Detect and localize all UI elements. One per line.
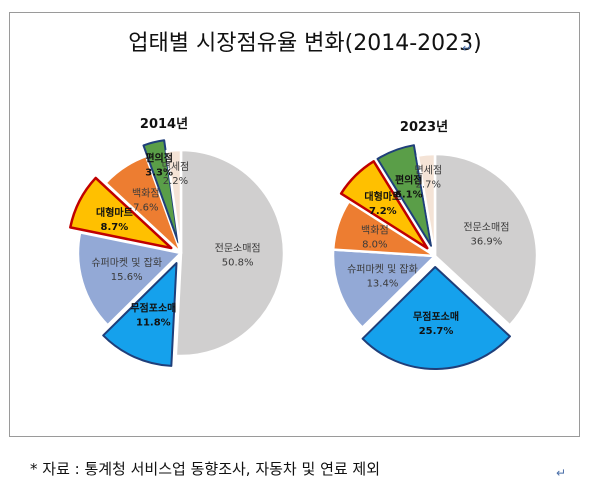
pie-slice-전문소매점 — [174, 148, 286, 358]
slice-label-전문소매점: 전문소매점 — [463, 222, 509, 234]
slice-label-슈퍼마켓-및-잡화: 슈퍼마켓 및 잡화 — [91, 257, 162, 269]
slice-label-편의점: 편의점 — [145, 151, 173, 164]
source-paragraph-mark: ↵ — [556, 466, 567, 480]
source-note: * 자료 : 통계청 서비스업 동향조사, 자동차 및 연료 제외 — [30, 460, 381, 478]
slice-label-백화점: 백화점 — [361, 224, 389, 236]
slice-label-슈퍼마켓-및-잡화: 슈퍼마켓 및 잡화 — [347, 264, 418, 276]
pie-slice-편의점 — [376, 144, 433, 247]
slice-value-전문소매점: 36.9% — [471, 237, 503, 248]
slice-value-편의점: 3.3% — [145, 167, 173, 178]
slice-value-무점포소매: 25.7% — [419, 326, 454, 337]
slice-label-면세점: 면세점 — [162, 161, 190, 173]
title-paragraph-mark: ↵ — [462, 41, 472, 55]
slice-value-슈퍼마켓-및-잡화: 15.6% — [111, 272, 143, 283]
pie-title: 2014년 — [140, 117, 188, 132]
pie-slice-전문소매점 — [433, 152, 539, 327]
slice-value-면세점: 2.7% — [416, 180, 441, 191]
pie-slice-대형마트 — [69, 176, 173, 250]
slice-value-전문소매점: 50.8% — [222, 257, 254, 268]
slice-value-대형마트: 7.2% — [369, 206, 397, 217]
slice-label-전문소매점: 전문소매점 — [215, 242, 261, 254]
pie-slice-편의점 — [142, 139, 180, 244]
pie-slice-슈퍼마켓-및-잡화 — [331, 248, 437, 329]
chart-title: 업태별 시장점유율 변화(2014-2023) — [128, 31, 481, 56]
pie-title: 2023년 — [400, 120, 448, 135]
slice-label-무점포소매: 무점포소매 — [413, 310, 459, 323]
slice-label-대형마트: 대형마트 — [364, 190, 401, 203]
pie-slice-면세점 — [165, 148, 183, 255]
pie-slice-슈퍼마켓-및-잡화 — [76, 231, 183, 327]
slice-label-무점포소매: 무점포소매 — [130, 302, 176, 315]
slice-label-면세점: 면세점 — [414, 165, 442, 177]
pie-slice-대형마트 — [339, 160, 429, 250]
pie-slice-무점포소매 — [361, 265, 511, 370]
pie-slice-무점포소매 — [102, 262, 178, 367]
slice-label-대형마트: 대형마트 — [96, 206, 133, 219]
slice-label-백화점: 백화점 — [132, 188, 160, 200]
slice-value-편의점: 6.1% — [395, 190, 423, 201]
pie-slice-백화점 — [104, 154, 183, 255]
slice-label-편의점: 편의점 — [395, 174, 423, 187]
slice-value-대형마트: 8.7% — [101, 222, 129, 233]
slice-value-백화점: 8.0% — [362, 239, 387, 250]
slice-value-면세점: 2.2% — [163, 176, 188, 187]
slice-value-무점포소매: 11.8% — [136, 318, 171, 329]
pie-slice-백화점 — [331, 200, 437, 258]
slice-value-슈퍼마켓-및-잡화: 13.4% — [367, 279, 399, 290]
pie-slice-면세점 — [416, 152, 437, 258]
slice-value-백화점: 7.6% — [133, 203, 158, 214]
